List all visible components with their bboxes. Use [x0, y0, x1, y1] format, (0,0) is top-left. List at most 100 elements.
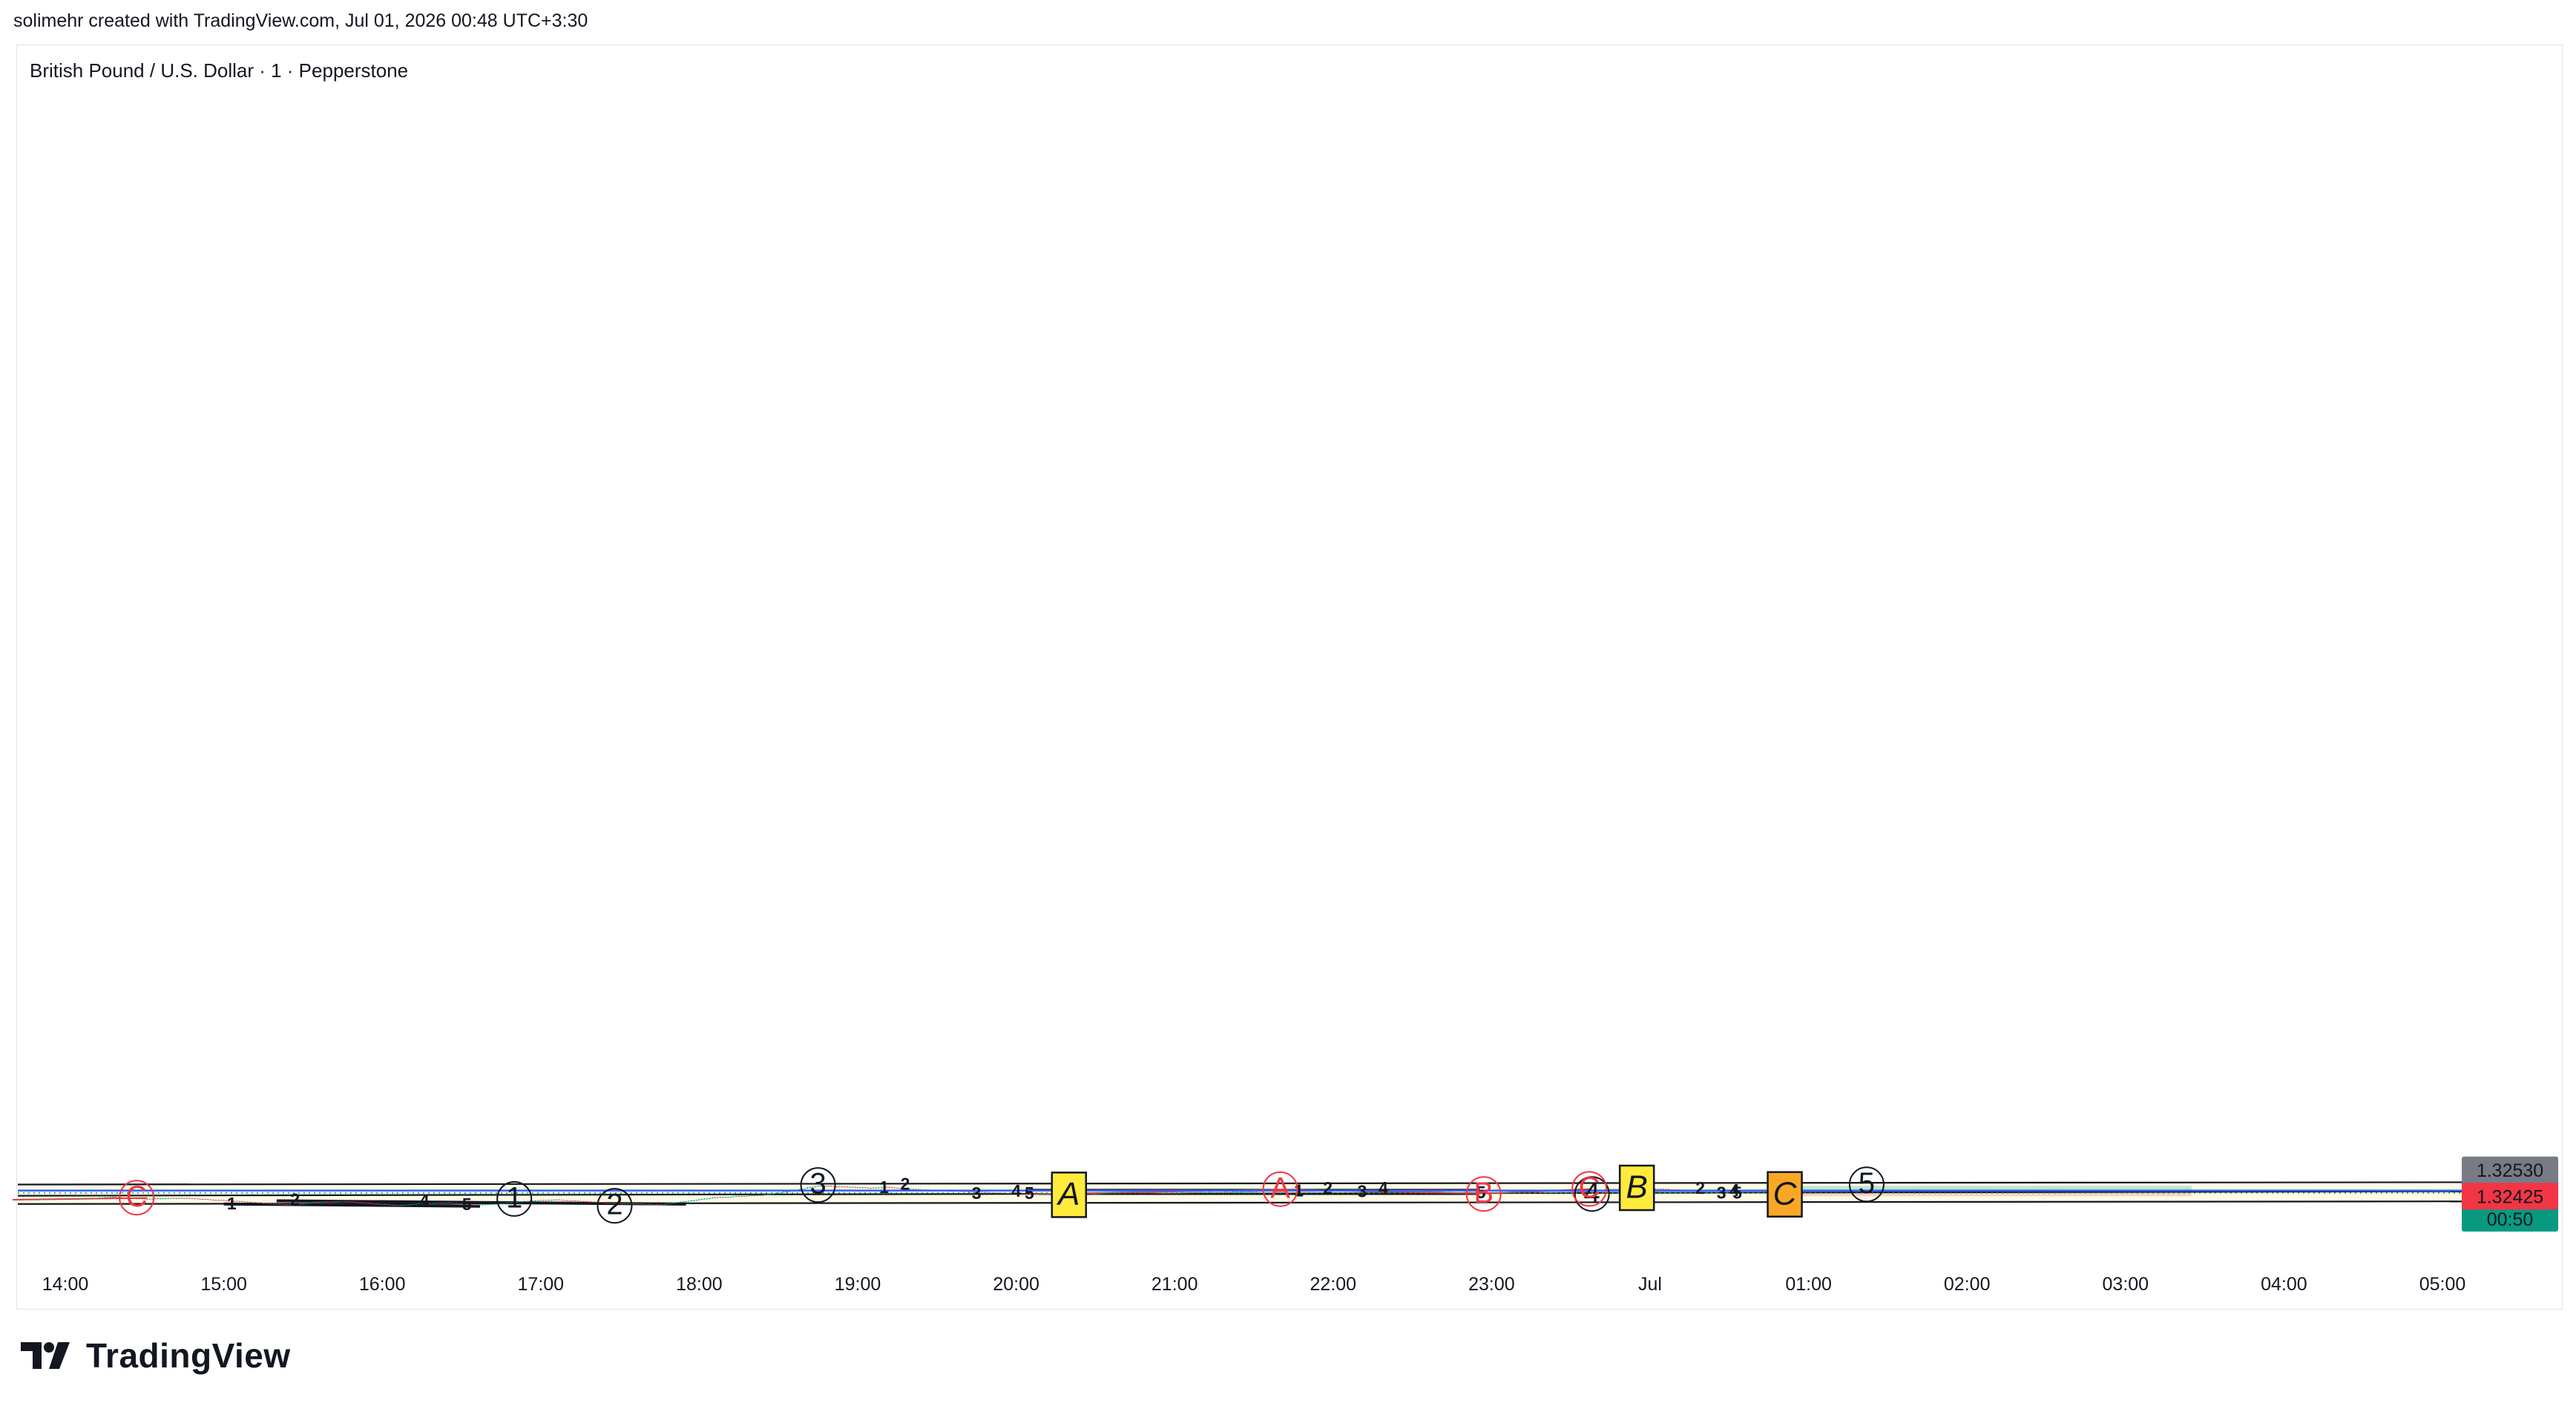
candle-body	[162, 1198, 165, 1200]
candle-body	[719, 1197, 722, 1198]
candle-body	[344, 1201, 346, 1203]
candle-274	[737, 1195, 740, 1197]
candle-body	[1519, 1192, 1522, 1193]
price-label-bg	[2462, 1183, 2558, 1210]
candle-body	[50, 1199, 53, 1200]
candle-154	[421, 1203, 423, 1204]
candle-198	[536, 1200, 539, 1201]
wave-zigzag-0[interactable]	[12, 1197, 148, 1200]
wave-label-2: 4	[420, 1191, 430, 1210]
candle-215	[582, 1200, 585, 1202]
candle-173	[470, 1204, 473, 1206]
candle-143	[392, 1204, 394, 1206]
candle-body	[597, 1202, 600, 1203]
candle-body	[323, 1201, 326, 1203]
label-circle	[496, 1180, 533, 1217]
circled-label-2: 3	[800, 1167, 836, 1203]
candle-69	[196, 1198, 199, 1200]
candle-body	[851, 1186, 854, 1188]
candle-139	[381, 1203, 384, 1205]
candle-body	[370, 1203, 373, 1204]
candle-body	[1569, 1192, 1572, 1193]
candle-body	[769, 1194, 772, 1195]
candle-113	[312, 1201, 315, 1203]
candle-29	[91, 1198, 93, 1199]
tradingview-brand[interactable]: TradingView	[21, 1336, 291, 1376]
candle-551	[1469, 1192, 1472, 1193]
candle-13	[48, 1199, 50, 1200]
candle-body	[1557, 1192, 1559, 1193]
candle-body	[384, 1203, 387, 1205]
candle-body	[111, 1197, 114, 1198]
candle-286	[769, 1194, 772, 1195]
wave-label-3: 5	[462, 1195, 472, 1214]
candle-body	[574, 1200, 576, 1202]
candle-140	[384, 1203, 387, 1205]
candle-153	[418, 1203, 421, 1204]
candle-216	[585, 1200, 587, 1202]
candle-230	[621, 1203, 624, 1204]
candle-341	[915, 1189, 917, 1190]
candle-body	[74, 1198, 77, 1200]
candle-body	[885, 1186, 888, 1188]
candle-body	[1126, 1192, 1128, 1193]
candle-128	[352, 1201, 355, 1203]
candle-331	[888, 1186, 891, 1188]
candle-body	[267, 1203, 270, 1204]
candle-body	[1387, 1192, 1390, 1193]
candle-body	[624, 1203, 627, 1204]
wave-label-1: 2	[290, 1189, 300, 1209]
candle-body	[680, 1201, 682, 1203]
candle-83	[233, 1200, 236, 1202]
candle-body	[246, 1201, 249, 1203]
channel-upper-line[interactable]	[17, 1181, 2462, 1186]
label-text: A	[1056, 1176, 1080, 1212]
candle-body	[743, 1195, 746, 1197]
candle-196	[531, 1200, 534, 1202]
candle-body	[1491, 1193, 1493, 1195]
candle-body	[254, 1202, 257, 1203]
diagonal-lower-line[interactable]	[223, 1202, 480, 1208]
candle-body	[637, 1203, 640, 1204]
stop-zone[interactable]	[1787, 1192, 2192, 1197]
channel-mid-line[interactable]	[17, 1190, 2462, 1197]
candle-body	[690, 1200, 693, 1201]
candle-body	[513, 1202, 516, 1203]
candle-114	[315, 1201, 318, 1203]
candle-body	[1509, 1192, 1511, 1193]
candle-body	[912, 1189, 915, 1190]
candle-body	[146, 1198, 148, 1200]
circled-label-1: 2	[597, 1188, 633, 1224]
candle-285	[766, 1194, 769, 1195]
candle-body	[832, 1186, 835, 1187]
candle-body	[1007, 1192, 1010, 1194]
candle-167	[455, 1203, 458, 1204]
candle-16	[56, 1198, 59, 1200]
candle-body	[1031, 1194, 1034, 1195]
candle-body	[423, 1203, 426, 1204]
x-tick-label-5: 19:00	[835, 1274, 881, 1295]
label-text: C	[126, 1180, 148, 1213]
candle-body	[77, 1198, 80, 1200]
candle-568	[1514, 1192, 1517, 1193]
candle-335	[898, 1187, 901, 1189]
candle-385	[1031, 1194, 1034, 1195]
candle-body	[1493, 1193, 1496, 1195]
candle-body	[463, 1203, 465, 1205]
candle-150	[410, 1203, 413, 1206]
candle-body	[890, 1187, 893, 1189]
price-label-text: 1.32425	[2477, 1186, 2543, 1207]
candle-290	[780, 1192, 783, 1194]
candle-252	[680, 1201, 682, 1203]
candle-body	[270, 1203, 272, 1204]
candle-body	[545, 1200, 548, 1201]
target-zone[interactable]	[1787, 1186, 2192, 1193]
candle-82	[230, 1200, 233, 1202]
candle-243	[656, 1203, 658, 1206]
candle-body	[777, 1192, 780, 1194]
candle-body	[809, 1187, 812, 1189]
candle-66	[188, 1198, 191, 1199]
candle-body	[238, 1200, 241, 1202]
candle-454	[1213, 1192, 1215, 1193]
